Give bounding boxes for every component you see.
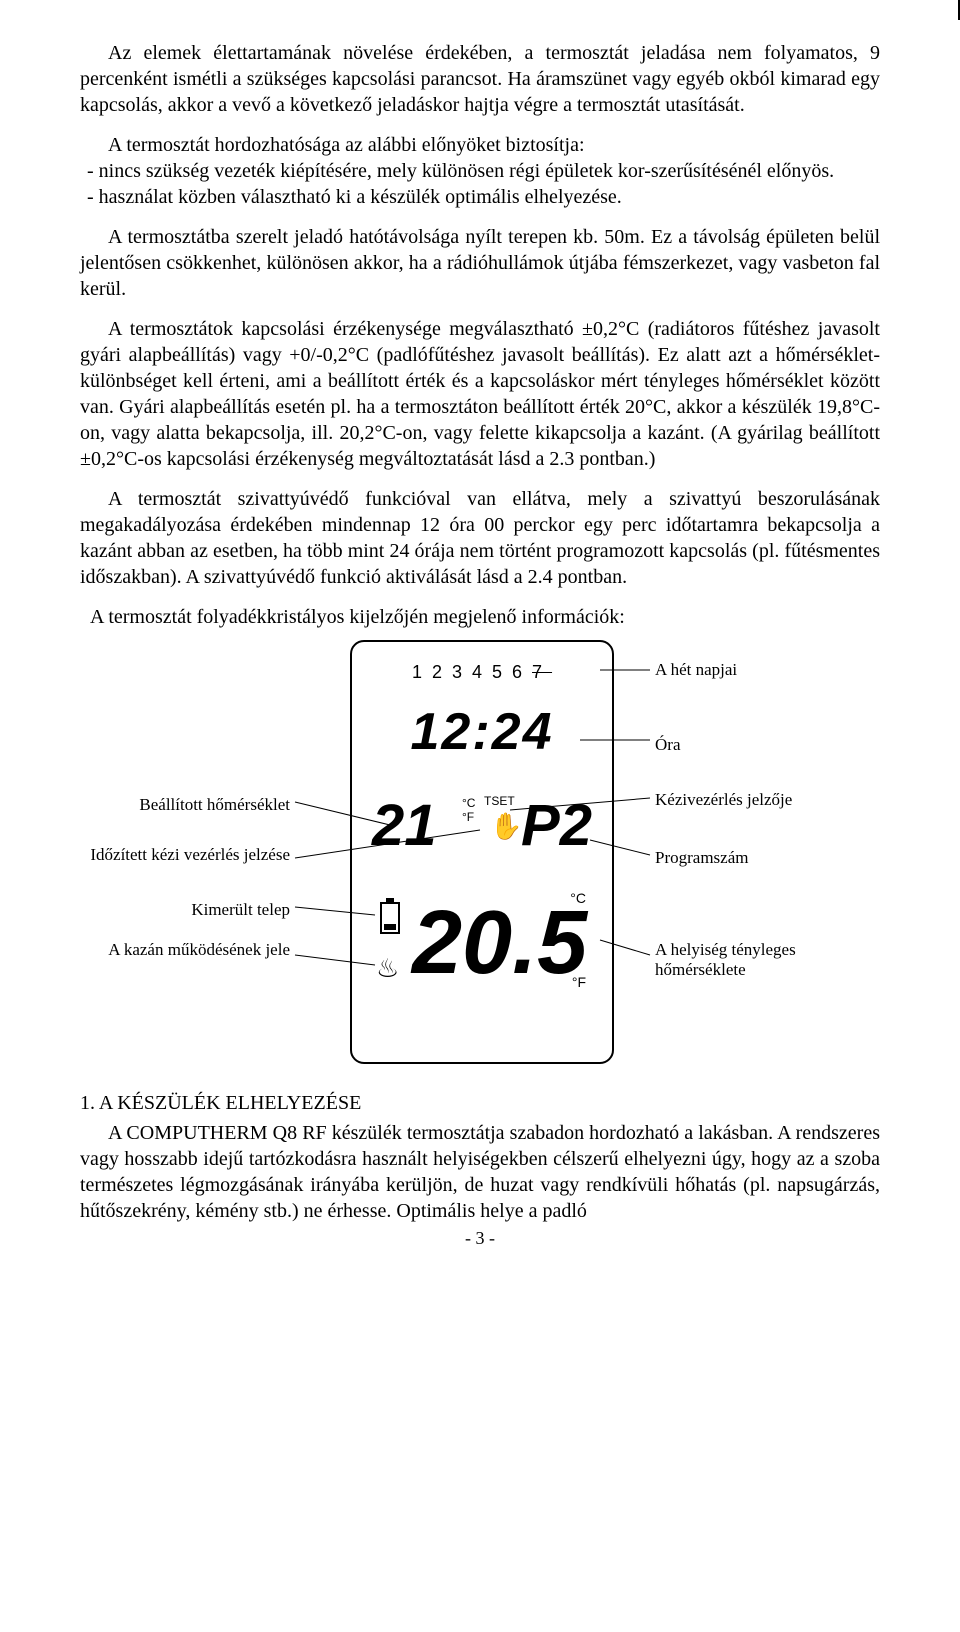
hand-icon: ✋	[490, 812, 522, 842]
battery-icon	[380, 902, 400, 934]
section-1-body: A COMPUTHERM Q8 RF készülék termosztátja…	[80, 1120, 880, 1224]
callout-set-temp: Beállított hőmérséklet	[80, 795, 290, 815]
lcd-tset-label: TSET	[484, 794, 515, 808]
advantage-item-2: - használat közben választható ki a kész…	[80, 184, 880, 210]
day-3: 3	[452, 662, 472, 682]
advantages-intro: A termosztát hordozhatósága az alábbi el…	[80, 132, 880, 158]
lcd-days: 1234567	[352, 662, 612, 683]
unit-c: °C	[462, 796, 475, 810]
callout-manual: Kézivezérlés jelzője	[655, 790, 855, 810]
lcd-program: P2	[521, 792, 592, 859]
callout-days: A hét napjai	[655, 660, 855, 680]
page-number: - 3 -	[80, 1228, 880, 1249]
paragraph-sensitivity: A termosztátok kapcsolási érzékenysége m…	[80, 316, 880, 472]
callout-room: A helyiség tényleges hőmérséklete	[655, 940, 865, 979]
lcd-clock: 12:24	[352, 702, 612, 762]
advantage-item-1: - nincs szükség vezeték kiépítésére, mel…	[80, 158, 880, 184]
callout-clock: Óra	[655, 735, 855, 755]
lcd-diagram: 1234567 12:24 21 °C °F TSET ✋ P2 ♨ 20.5 …	[80, 640, 880, 1080]
lcd-room-temp: 20.5	[412, 892, 587, 995]
paragraph-pump: A termosztát szivattyúvédő funkcióval va…	[80, 486, 880, 590]
lcd-row-middle: 21 °C °F TSET ✋ P2	[372, 782, 592, 872]
room-unit-f: °F	[572, 974, 586, 990]
day-6: 6	[512, 662, 532, 682]
day-7: 7	[532, 662, 552, 682]
paragraph-range: A termosztátba szerelt jeladó hatótávols…	[80, 224, 880, 302]
paragraph-1: Az elemek élettartamának növelése érdeké…	[80, 40, 880, 118]
lcd-units: °C °F	[462, 796, 475, 825]
document-page: Az elemek élettartamának növelése érdeké…	[0, 0, 960, 1269]
lcd-panel: 1234567 12:24 21 °C °F TSET ✋ P2 ♨ 20.5 …	[350, 640, 614, 1064]
room-unit-c: °C	[570, 890, 586, 906]
lcd-heading: A termosztát folyadékkristályos kijelzőj…	[80, 604, 880, 630]
lcd-row-bottom: ♨ 20.5 °C °F	[372, 882, 592, 1032]
advantages-block: A termosztát hordozhatósága az alábbi el…	[80, 132, 880, 210]
day-2: 2	[432, 662, 452, 682]
day-1: 1	[412, 662, 432, 682]
section-1-title: 1. A KÉSZÜLÉK ELHELYEZÉSE	[80, 1090, 880, 1116]
day-5: 5	[492, 662, 512, 682]
heat-icon: ♨	[376, 954, 399, 984]
callout-battery: Kimerült telep	[80, 900, 290, 920]
callout-timed-manual: Időzített kézi vezérlés jelzése	[80, 845, 290, 865]
unit-f: °F	[462, 810, 475, 824]
day-4: 4	[472, 662, 492, 682]
lcd-set-temp: 21	[372, 792, 437, 859]
callout-boiler: A kazán működésének jele	[80, 940, 290, 960]
callout-program: Programszám	[655, 848, 855, 868]
